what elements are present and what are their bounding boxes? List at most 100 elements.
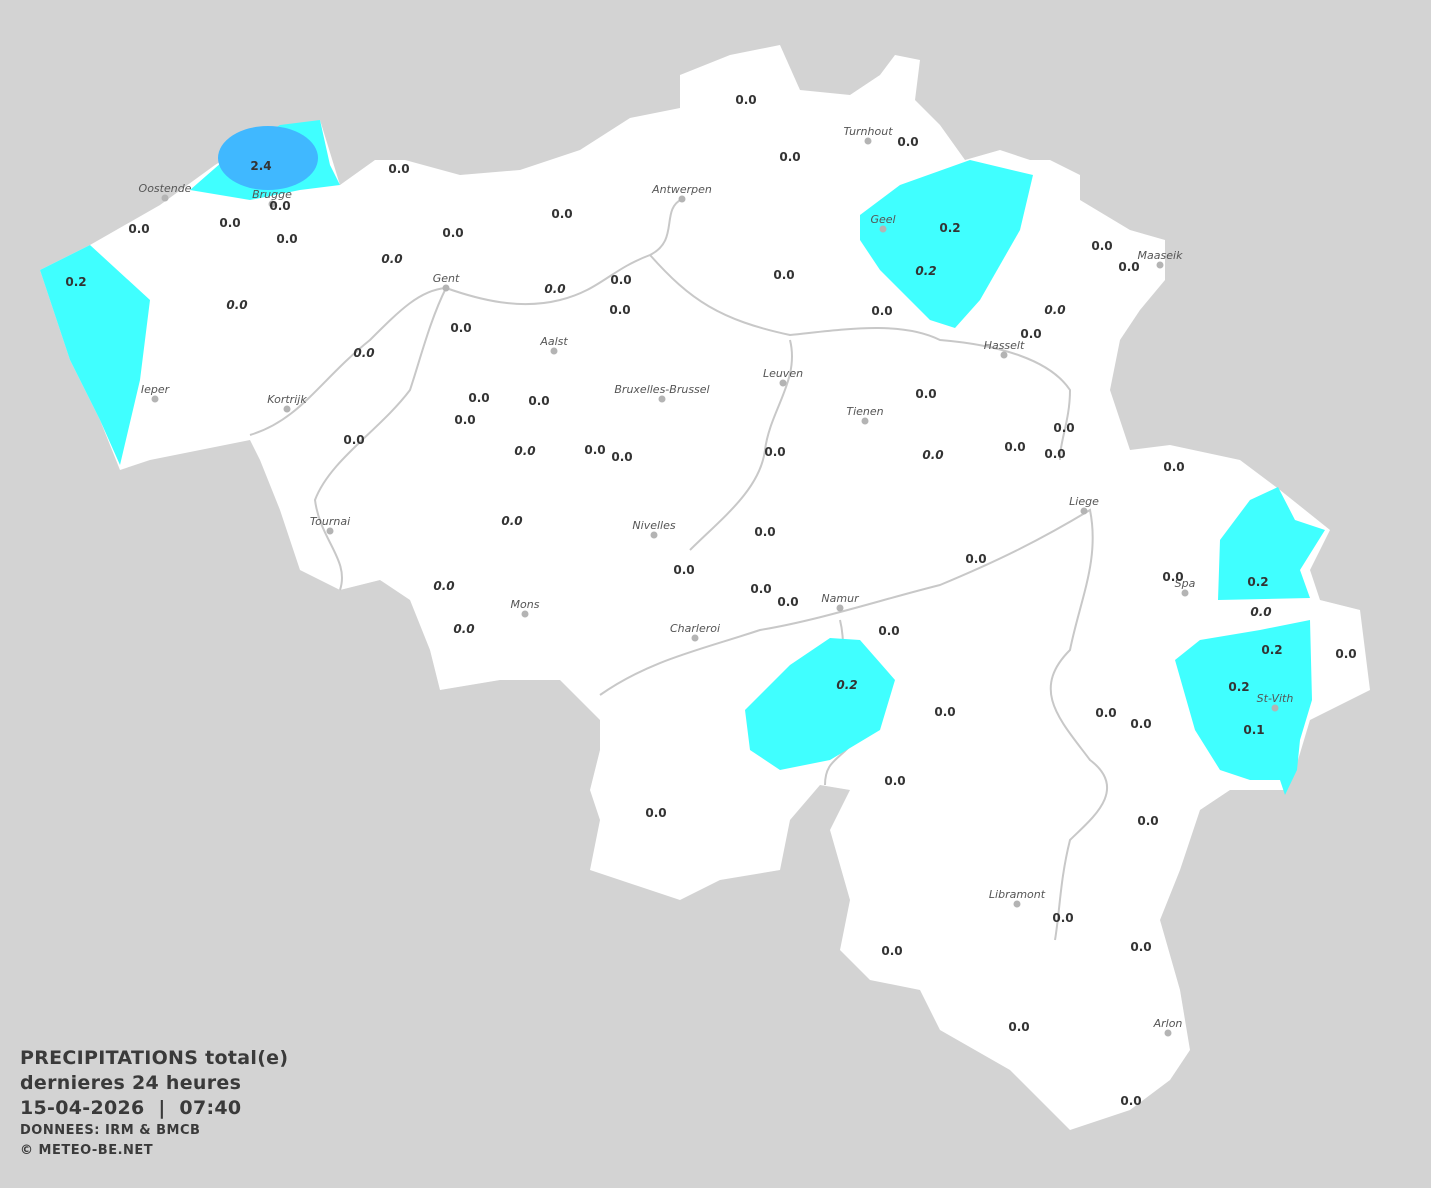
legend-datetime: 15-04-2026 | 07:40 <box>20 1097 242 1119</box>
map-legend: PRECIPITATIONS total(e) dernieres 24 heu… <box>20 1046 288 1161</box>
station-value: 0.0 <box>897 135 918 149</box>
city-label: Libramont <box>989 888 1046 901</box>
city-label: Geel <box>870 213 895 226</box>
station-value: 0.0 <box>226 298 247 312</box>
station-value: 0.0 <box>1044 447 1065 461</box>
river-leie <box>313 287 447 591</box>
station-value: 0.0 <box>1118 260 1139 274</box>
station-value: 0.0 <box>1044 303 1065 317</box>
city-dot <box>650 531 658 539</box>
station-value: 0.0 <box>528 394 549 408</box>
city-label: Ieper <box>141 383 171 396</box>
station-value: 0.0 <box>1120 1094 1141 1108</box>
precip-area-east-north <box>1218 487 1325 600</box>
city-dot <box>151 395 159 403</box>
city-dot <box>521 610 529 618</box>
city-label: Turnhout <box>843 125 893 138</box>
station-value: 0.0 <box>1095 706 1116 720</box>
legend-source: DONNEES: IRM & BMCB <box>20 1123 201 1138</box>
station-value: 0.2 <box>65 275 86 289</box>
station-value: 0.0 <box>433 579 454 593</box>
station-value: 0.0 <box>343 433 364 447</box>
precip-area-namur <box>745 638 895 770</box>
city-dot <box>1156 261 1164 269</box>
station-value: 0.2 <box>1261 643 1282 657</box>
precip-area-coast-core <box>218 126 318 190</box>
station-value: 0.0 <box>1052 911 1073 925</box>
city-label: Antwerpen <box>651 183 712 196</box>
river-sambre <box>689 339 793 551</box>
station-value: 0.0 <box>881 944 902 958</box>
city-label: St-Vith <box>1257 692 1294 705</box>
station-value: 0.0 <box>450 321 471 335</box>
station-value: 0.0 <box>1250 605 1271 619</box>
city-label: Brugge <box>252 188 292 201</box>
station-value: 0.0 <box>468 391 489 405</box>
station-value: 0.0 <box>779 150 800 164</box>
station-value: 0.0 <box>754 525 775 539</box>
legend-copyright: © METEO-BE.NET <box>20 1143 154 1158</box>
city-dot <box>326 527 334 535</box>
station-value: 0.0 <box>611 450 632 464</box>
station-value: 0.0 <box>735 93 756 107</box>
city-dot <box>1181 589 1189 597</box>
city-dot <box>691 634 699 642</box>
station-value: 0.2 <box>915 264 936 278</box>
station-value: 0.1 <box>1243 723 1264 737</box>
station-value: 0.0 <box>514 444 535 458</box>
station-value: 0.0 <box>750 582 771 596</box>
station-value: 0.0 <box>219 216 240 230</box>
city-label: Spa <box>1175 577 1196 590</box>
city-dot <box>879 225 887 233</box>
city-dot <box>658 395 666 403</box>
station-value: 0.0 <box>1053 421 1074 435</box>
station-value: 0.0 <box>453 622 474 636</box>
station-value: 2.4 <box>250 159 271 173</box>
city-label: Aalst <box>539 335 568 348</box>
city-label: Arlon <box>1153 1017 1183 1030</box>
city-label: Tienen <box>846 405 883 418</box>
station-value: 0.2 <box>1247 575 1268 589</box>
city-dot <box>779 379 787 387</box>
station-value: 0.0 <box>673 563 694 577</box>
city-dot <box>861 417 869 425</box>
station-value: 0.0 <box>1130 940 1151 954</box>
city-dot <box>1164 1029 1172 1037</box>
city-label: Charleroi <box>670 622 720 635</box>
city-label: Hasselt <box>984 339 1025 352</box>
city-dot <box>283 405 291 413</box>
station-value: 0.0 <box>269 199 290 213</box>
city-dot <box>864 137 872 145</box>
station-value: 0.0 <box>1130 717 1151 731</box>
city-dot <box>1080 507 1088 515</box>
station-values-layer: 0.0 0.0 0.0 0.0 2.4 0.0 0.0 0.0 0.0 0.0 0.0 0.0 0.2 0… <box>65 93 1356 1108</box>
station-value: 0.0 <box>645 806 666 820</box>
station-value: 0.0 <box>544 282 565 296</box>
station-value: 0.0 <box>442 226 463 240</box>
city-label: Namur <box>821 592 860 605</box>
station-value: 0.0 <box>454 413 475 427</box>
station-value: 0.0 <box>1335 647 1356 661</box>
city-label: Tournai <box>310 515 350 528</box>
station-value: 0.0 <box>777 595 798 609</box>
river-meuse <box>599 508 1109 941</box>
city-label: Mons <box>511 598 540 611</box>
city-label: Maaseik <box>1138 249 1184 262</box>
river-dijle <box>649 254 1072 461</box>
precip-areas <box>40 120 1325 795</box>
station-value: 0.0 <box>1162 570 1183 584</box>
precip-area-geel <box>860 160 1033 328</box>
station-value: 0.0 <box>1004 440 1025 454</box>
station-value: 0.0 <box>871 304 892 318</box>
city-label: Oostende <box>139 182 192 195</box>
station-value: 0.0 <box>128 222 149 236</box>
station-value: 0.0 <box>276 232 297 246</box>
station-value: 0.0 <box>551 207 572 221</box>
city-label: Nivelles <box>632 519 675 532</box>
city-dot <box>678 195 686 203</box>
station-value: 0.0 <box>501 514 522 528</box>
station-value: 0.0 <box>884 774 905 788</box>
station-value: 0.0 <box>381 252 402 266</box>
